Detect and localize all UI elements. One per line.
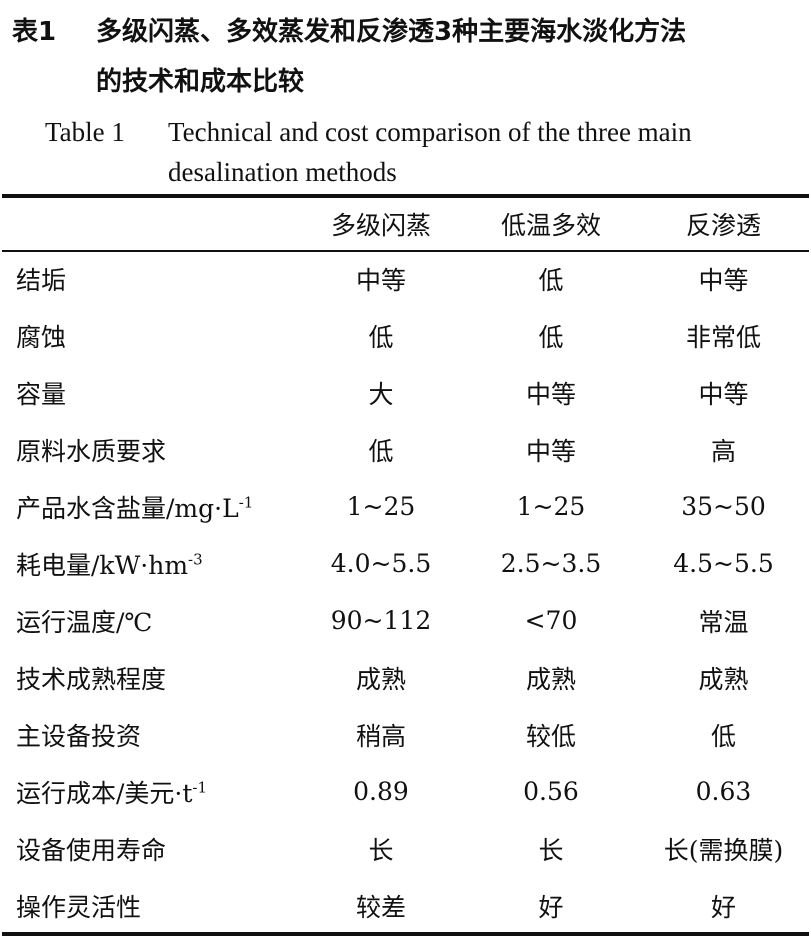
table-cell: 较差 — [355, 892, 406, 922]
caption-en-title-line2: desalination methods — [168, 157, 397, 187]
row-label: 结垢 — [0, 250, 296, 307]
table-cell: 好 — [710, 892, 736, 922]
row-label-text: 腐蚀 — [16, 322, 67, 352]
table-cell: 低 — [538, 322, 564, 352]
table-cell: 高 — [710, 436, 736, 466]
table-cell: 中等 — [525, 436, 576, 466]
row-label: 产品水含盐量/mg·L-1 — [0, 478, 296, 535]
row-label: 原料水质要求 — [0, 421, 296, 478]
row-label-text: 操作灵活性 — [16, 892, 142, 922]
row-label-text: 耗电量/kW·hm — [16, 550, 189, 580]
table-cell: 低 — [368, 322, 394, 352]
table-cell: 大 — [368, 379, 394, 409]
table-row: 操作灵活性 较差 好 好 — [0, 877, 811, 934]
table-cell: 35~50 — [681, 492, 766, 521]
header-ro: 反渗透 — [685, 211, 761, 240]
table-cell: 成熟 — [525, 664, 576, 694]
table-cell: 低 — [538, 265, 564, 295]
row-label: 主设备投资 — [0, 706, 296, 763]
header-med: 低温多效 — [500, 211, 601, 240]
row-label: 腐蚀 — [0, 307, 296, 364]
table-cell: 成熟 — [355, 664, 406, 694]
row-label: 技术成熟程度 — [0, 649, 296, 706]
table-cell: 4.0~5.5 — [330, 549, 432, 578]
table-cell: 90~112 — [330, 606, 432, 635]
caption-cn-line1: 表1 多级闪蒸、多效蒸发和反渗透3种主要海水淡化方法 — [12, 12, 686, 52]
table-row: 原料水质要求 低 中等 高 — [0, 421, 811, 478]
table-row: 结垢 中等 低 中等 — [0, 250, 811, 307]
caption-cn-title: 多级闪蒸、多效蒸发和反渗透3种主要海水淡化方法 — [96, 17, 687, 47]
table-row: 技术成熟程度 成熟 成熟 成熟 — [0, 649, 811, 706]
table-cell: 较低 — [525, 721, 576, 751]
header-blank — [0, 198, 296, 250]
table-cell: 0.63 — [695, 777, 752, 806]
table-cell: 长(需换膜) — [663, 835, 784, 865]
table-cell: 稍高 — [355, 721, 406, 751]
table-cell: 长 — [368, 835, 394, 865]
row-label-text: 运行温度/℃ — [16, 607, 153, 637]
unit-exponent: -3 — [188, 550, 203, 569]
header-row: 多级闪蒸 低温多效 反渗透 — [0, 198, 811, 250]
header-rule — [2, 250, 809, 252]
row-label: 运行温度/℃ — [0, 592, 296, 649]
comparison-table: 多级闪蒸 低温多效 反渗透 结垢 中等低中等 腐蚀低低非常低 容量大中等 中等 原料水质要… — [0, 198, 811, 934]
table-row: 耗电量/kW·hm-3 4.0~5.5 2.5~3.5 4.5~5.5 — [0, 535, 811, 592]
row-label-text: 原料水质要求 — [16, 436, 167, 466]
table-cell: 低 — [368, 436, 394, 466]
header-msf: 多级闪蒸 — [330, 211, 431, 240]
table-cell: 长 — [538, 835, 564, 865]
table-cell: 中等 — [525, 379, 576, 409]
row-label: 运行成本/美元·t-1 — [0, 763, 296, 820]
table-cell: 中等 — [355, 265, 406, 295]
table-cell: 4.5~5.5 — [673, 549, 774, 578]
table-row: 主设备投资 稍高 较低 低 — [0, 706, 811, 763]
caption-en-title-line1: Technical and cost comparison of the thr… — [168, 117, 692, 147]
row-label-text: 产品水含盐量/mg·L — [16, 493, 239, 523]
table-cell: 常温 — [698, 607, 749, 637]
table-row: 腐蚀 低 低 非常低 — [0, 307, 811, 364]
top-rule — [2, 194, 809, 198]
row-label: 操作灵活性 — [0, 877, 296, 934]
row-label-text: 运行成本/美元·t — [16, 778, 193, 808]
table-cell: 中等 — [698, 379, 749, 409]
table-row: 设备使用寿命 长 长 长(需换膜) — [0, 820, 811, 877]
table-cell: 成熟 — [698, 664, 749, 694]
row-label: 容量 — [0, 364, 296, 421]
unit-exponent: -1 — [192, 778, 208, 797]
row-label-text: 结垢 — [16, 265, 67, 295]
row-label-text: 容量 — [16, 379, 67, 409]
table-row: 运行成本/美元·t-1 0.89 0.56 0.63 — [0, 763, 811, 820]
table-cell: 1~25 — [346, 492, 416, 521]
table-row: 运行温度/℃ 90~112 <70 常温 — [0, 592, 811, 649]
table-cell: 0.89 — [353, 777, 409, 806]
table-row: 产品水含盐量/mg·L-1 1~25 1~25 35~50 — [0, 478, 811, 535]
unit-exponent: -1 — [238, 493, 254, 512]
table-cell: 2.5~3.5 — [500, 549, 602, 578]
table-cell: 好 — [538, 892, 564, 922]
table-cell: 1~25 — [516, 492, 586, 521]
table-cell: 0.56 — [523, 777, 579, 806]
table-cell: 中等 — [698, 265, 749, 295]
table-row: 容量 大 中等 中等 — [0, 364, 811, 421]
bottom-rule — [2, 932, 809, 936]
caption-cn-label: 表1 — [12, 17, 57, 47]
row-label: 耗电量/kW·hm-3 — [0, 535, 296, 592]
row-label-text: 技术成熟程度 — [16, 664, 167, 694]
table-cell: <70 — [524, 606, 578, 635]
table-cell: 低 — [710, 721, 736, 751]
row-label: 设备使用寿命 — [0, 820, 296, 877]
row-label-text: 设备使用寿命 — [16, 835, 167, 865]
caption-en-label: Table 1 — [45, 117, 125, 147]
table-cell: 非常低 — [685, 322, 761, 352]
row-label-text: 主设备投资 — [16, 721, 142, 751]
caption-cn-title-line2: 的技术和成本比较 — [96, 67, 305, 97]
